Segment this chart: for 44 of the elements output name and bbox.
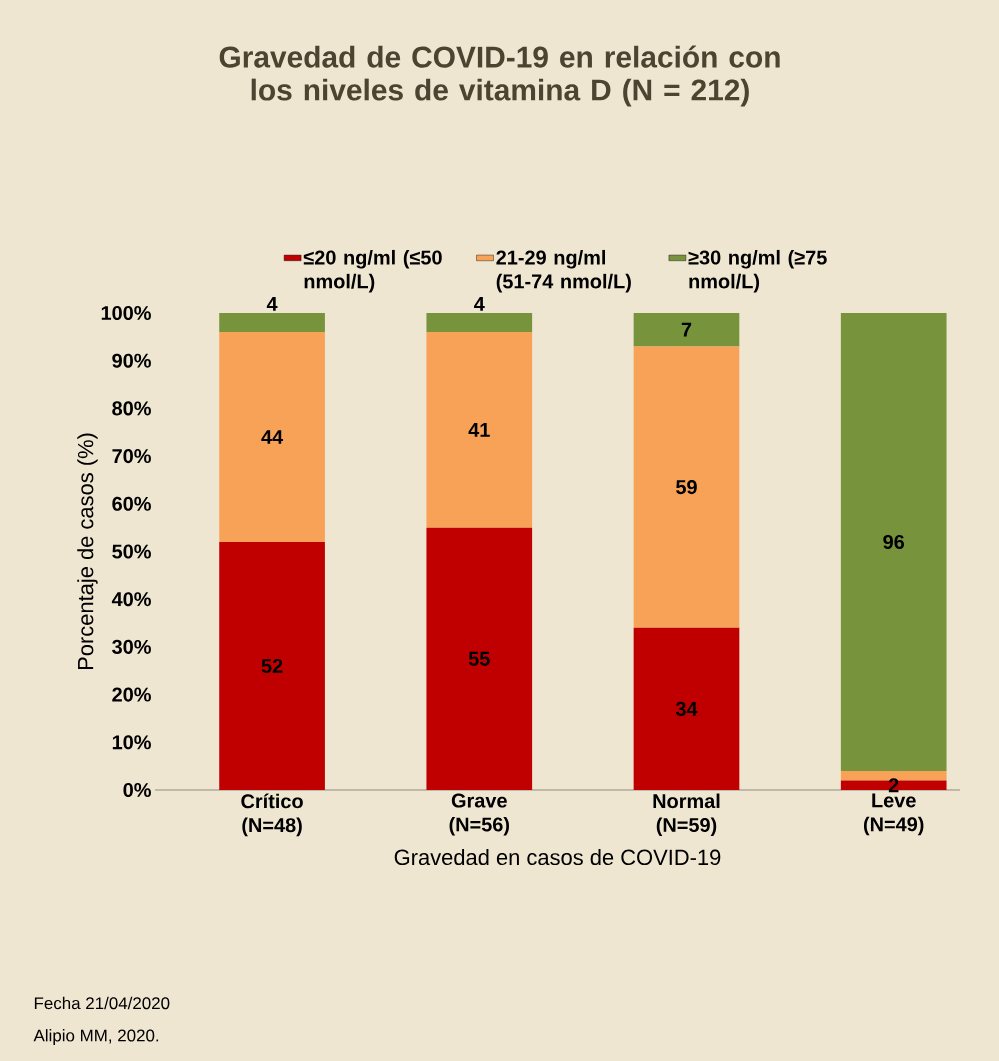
data-label: 59 [676, 480, 697, 495]
data-label: 96 [883, 534, 905, 549]
bar [633, 312, 740, 347]
data-label: 52 [261, 658, 283, 674]
y-tick-label: 0% [123, 782, 151, 798]
y-tick-label: 40% [111, 592, 151, 607]
text: Fecha 21/04/2020 [34, 996, 170, 1010]
y-tick-label: 80% [112, 401, 151, 416]
y-tick-label: 70% [112, 449, 151, 464]
x-tick-label: Normal (N=59) [653, 793, 720, 836]
data-label: 7 [681, 322, 692, 337]
text: Alipio MM, 2020. [33, 1029, 159, 1045]
y-tick-label: 20% [112, 687, 151, 702]
data-label: 41 [468, 423, 490, 437]
x-tick-label: Crítico (N=48) [241, 793, 303, 837]
bar [219, 312, 325, 333]
chart-title: Gravedad de COVID-19 en relación con los niveles de vitamina D (N = 212) [219, 45, 780, 107]
bar [426, 527, 533, 790]
y-tick-label: 100% [101, 305, 151, 321]
bar [426, 312, 533, 333]
bar [633, 627, 740, 790]
y-tick-label: 10% [112, 735, 151, 750]
bar [840, 312, 947, 771]
legend-label: 21-29 ng/ml (51-74 nmol/L) [496, 249, 631, 293]
y-tick-label: 50% [112, 544, 151, 559]
y-axis-title: Porcentaje de casos (%) [77, 433, 98, 670]
data-label: 34 [675, 701, 698, 716]
data-label: 2 [888, 778, 899, 793]
y-tick-label: 60% [112, 496, 151, 511]
data-label: 55 [468, 651, 490, 666]
bar [426, 332, 533, 528]
bar [219, 541, 325, 790]
legend-label: ≤20 ng/ml (≤50 nmol/L) [303, 249, 442, 293]
legend-label: ≥30 ng/ml (≥75 nmol/L) [688, 249, 827, 293]
data-label: 44 [261, 430, 284, 444]
data-label: 4 [474, 297, 485, 311]
y-tick-label: 30% [112, 639, 151, 654]
data-label: 4 [266, 297, 278, 311]
x-tick-label: Leve (N=49) [863, 793, 924, 836]
bar [633, 346, 740, 628]
x-tick-label: Grave (N=56) [449, 793, 510, 836]
bar [219, 332, 325, 542]
x-axis-title: Gravedad en casos de COVID-19 [394, 849, 721, 866]
y-tick-label: 90% [112, 353, 151, 368]
